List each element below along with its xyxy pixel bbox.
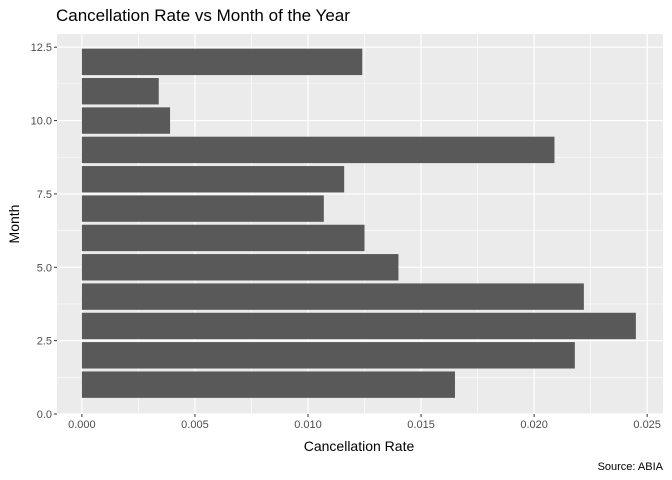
bar (81, 283, 584, 310)
bar (81, 371, 455, 398)
y-tick-label: 7.5 (37, 189, 52, 201)
bar (81, 254, 399, 281)
x-axis-title: Cancellation Rate (304, 438, 415, 454)
y-axis: 0.0 2.5 5.0 7.5 10.0 12.5 (31, 42, 57, 421)
y-tick-label: 2.5 (37, 336, 52, 348)
chart-caption: Source: ABIA (598, 461, 664, 473)
bar (81, 312, 636, 340)
x-tick-label: 0.025 (633, 419, 661, 431)
bar (81, 195, 324, 222)
y-tick-label: 12.5 (31, 42, 52, 54)
x-axis: 0.000 0.005 0.010 0.015 0.020 0.025 (68, 414, 661, 431)
x-tick-label: 0.020 (520, 419, 548, 431)
y-tick-label: 0.0 (37, 409, 52, 421)
x-tick-label: 0.005 (181, 419, 209, 431)
x-tick-label: 0.015 (407, 419, 435, 431)
bar (81, 78, 159, 105)
bar (81, 48, 363, 76)
bar (81, 224, 365, 252)
y-tick-label: 5.0 (37, 262, 52, 274)
chart-title: Cancellation Rate vs Month of the Year (56, 6, 350, 25)
y-axis-title: Month (6, 205, 22, 244)
x-tick-label: 0.010 (294, 419, 322, 431)
bar (81, 342, 575, 369)
bar (81, 136, 555, 164)
x-tick-label: 0.000 (68, 419, 96, 431)
bars (81, 48, 636, 398)
y-tick-label: 10.0 (31, 116, 52, 128)
bar (81, 107, 171, 134)
bar (81, 166, 345, 193)
